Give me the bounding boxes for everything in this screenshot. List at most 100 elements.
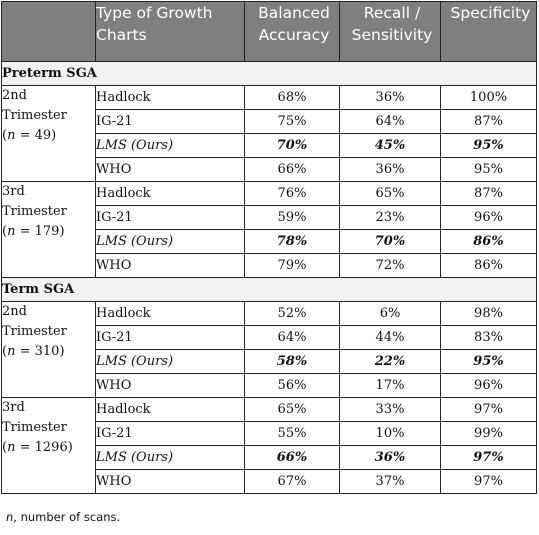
trimester-word: Trimester [2, 108, 67, 123]
specificity-value: 96% [440, 373, 537, 398]
recall-value: 22% [339, 349, 441, 374]
n-symbol: n [7, 440, 16, 455]
recall-value: 33% [339, 397, 441, 422]
specificity-value: 97% [440, 445, 537, 470]
n-symbol: n [7, 128, 16, 143]
trimester-word: Trimester [2, 204, 67, 219]
recall-value: 10% [339, 421, 441, 446]
header-recall-sensitivity: Recall / Sensitivity [339, 1, 441, 62]
recall-value: 37% [339, 469, 441, 494]
table-row: IG-21 59% 23% 96% [2, 205, 537, 230]
section-row: Preterm SGA [1, 61, 537, 86]
specificity-value: 87% [440, 109, 537, 134]
balanced-accuracy-value: 78% [244, 229, 340, 254]
balanced-accuracy-value: 64% [244, 325, 340, 350]
table-row: 3rd Trimester (n = 179) Hadlock 76% 65% 87% [1, 181, 537, 278]
table-row: 3rd Trimester (n = 1296) Hadlock 65% 33% 97% [1, 397, 537, 494]
n-symbol: n [7, 344, 16, 359]
balanced-accuracy-value: 67% [244, 469, 340, 494]
balanced-accuracy-value: 66% [244, 445, 340, 470]
specificity-value: 86% [440, 253, 537, 278]
balanced-accuracy-value: 79% [244, 253, 340, 278]
specificity-value: 95% [440, 133, 537, 158]
trimester-ordinal: 2nd [2, 88, 27, 103]
balanced-accuracy-value: 55% [244, 421, 340, 446]
specificity-value: 83% [440, 325, 537, 350]
recall-value: 45% [339, 133, 441, 158]
recall-value: 23% [339, 205, 441, 230]
recall-value: 44% [339, 325, 441, 350]
specificity-value: 97% [440, 397, 537, 422]
table-row: LMS (Ours) 78% 70% 86% [2, 229, 537, 254]
specificity-value: 97% [440, 469, 537, 494]
balanced-accuracy-value: 75% [244, 109, 340, 134]
trimester-group-cell: 2nd Trimester (n = 49) [1, 85, 96, 182]
table-row: IG-21 75% 64% 87% [2, 109, 537, 134]
table-row: WHO 79% 72% 86% [2, 253, 537, 278]
specificity-value: 99% [440, 421, 537, 446]
growth-chart-name: WHO [95, 253, 245, 278]
growth-chart-name: LMS (Ours) [95, 349, 245, 374]
specificity-value: 95% [440, 157, 537, 182]
balanced-accuracy-value: 68% [244, 85, 340, 110]
n-value: 49 [34, 128, 52, 143]
trimester-word: Trimester [2, 420, 67, 435]
recall-value: 72% [339, 253, 441, 278]
growth-chart-name: Hadlock [95, 301, 245, 326]
table-row: LMS (Ours) 66% 36% 97% [2, 445, 537, 470]
trimester-ordinal: 2nd [2, 304, 27, 319]
balanced-accuracy-value: 76% [244, 181, 340, 206]
growth-chart-name: LMS (Ours) [95, 133, 245, 158]
specificity-value: 96% [440, 205, 537, 230]
footnote-text: , number of scans. [13, 510, 121, 524]
section-title: Term SGA [1, 277, 537, 302]
specificity-value: 86% [440, 229, 537, 254]
header-blank-cell [1, 1, 96, 62]
trimester-group-cell: 3rd Trimester (n = 179) [1, 181, 96, 278]
growth-chart-name: Hadlock [95, 181, 245, 206]
table-body: Preterm SGA 2nd Trimester (n = 49) Hadlock 68… [1, 61, 537, 494]
growth-chart-name: Hadlock [95, 397, 245, 422]
table-row: 2nd Trimester (n = 310) Hadlock 52% 6% 98% [1, 301, 537, 398]
balanced-accuracy-value: 65% [244, 397, 340, 422]
growth-chart-name: IG-21 [95, 325, 245, 350]
recall-value: 64% [339, 109, 441, 134]
header-specificity: Specificity [440, 1, 537, 62]
section-row: Term SGA [1, 277, 537, 302]
trimester-ordinal: 3rd [2, 184, 25, 199]
growth-chart-name: IG-21 [95, 421, 245, 446]
growth-chart-name: IG-21 [95, 205, 245, 230]
trimester-group-cell: 3rd Trimester (n = 1296) [1, 397, 96, 494]
growth-chart-name: WHO [95, 469, 245, 494]
trimester-group-cell: 2nd Trimester (n = 310) [1, 301, 96, 398]
specificity-value: 100% [440, 85, 537, 110]
trimester-ordinal: 3rd [2, 400, 25, 415]
n-value: 179 [34, 224, 60, 239]
recall-value: 17% [339, 373, 441, 398]
recall-value: 36% [339, 445, 441, 470]
footnote-symbol: n [6, 510, 14, 524]
recall-value: 36% [339, 85, 441, 110]
trimester-word: Trimester [2, 324, 67, 339]
balanced-accuracy-value: 56% [244, 373, 340, 398]
recall-value: 6% [339, 301, 441, 326]
recall-value: 65% [339, 181, 441, 206]
balanced-accuracy-value: 66% [244, 157, 340, 182]
growth-chart-name: LMS (Ours) [95, 445, 245, 470]
n-value: 310 [34, 344, 60, 359]
n-symbol: n [7, 224, 16, 239]
balanced-accuracy-value: 58% [244, 349, 340, 374]
specificity-value: 87% [440, 181, 537, 206]
header-balanced-accuracy: Balanced Accuracy [244, 1, 340, 62]
header-growth-chart-type: Type of Growth Charts [95, 1, 245, 62]
growth-chart-name: LMS (Ours) [95, 229, 245, 254]
table-row: LMS (Ours) 58% 22% 95% [2, 349, 537, 374]
table-row: 2nd Trimester (n = 49) Hadlock 68% 36% 100% [1, 85, 537, 182]
table-row: WHO 67% 37% 97% [2, 469, 537, 494]
footnote: n, number of scans. [6, 510, 120, 524]
growth-chart-name: IG-21 [95, 109, 245, 134]
n-value: 1296 [34, 440, 68, 455]
balanced-accuracy-value: 59% [244, 205, 340, 230]
section-title: Preterm SGA [1, 61, 537, 86]
specificity-value: 98% [440, 301, 537, 326]
